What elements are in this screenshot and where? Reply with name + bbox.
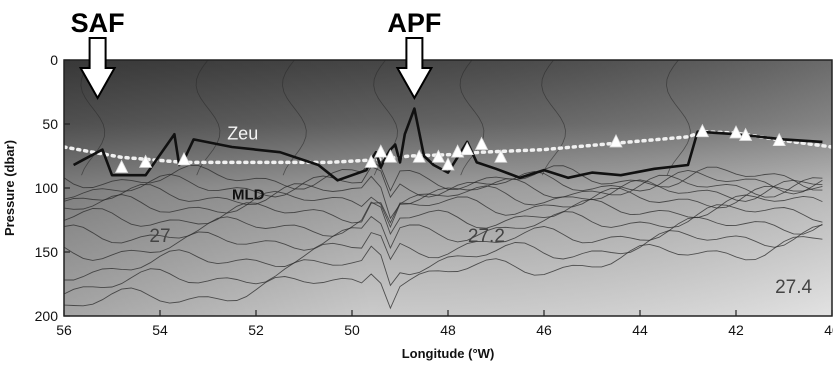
isopycnal-contour <box>64 236 823 310</box>
sample-marker <box>431 149 446 163</box>
x-axis-label: Longitude (°W) <box>402 346 495 361</box>
sample-marker <box>494 149 508 163</box>
sample-marker <box>177 151 191 166</box>
sample-marker <box>383 149 398 163</box>
sample-marker <box>364 154 378 168</box>
x-tick-label: 56 <box>56 322 72 338</box>
x-tick-label: 40 <box>824 322 833 338</box>
front-apf: APF <box>387 8 441 101</box>
sample-markers <box>114 123 786 173</box>
sample-marker <box>374 144 388 158</box>
isopycnal-contour <box>64 174 823 220</box>
sample-marker <box>738 127 753 141</box>
y-axis-label: Pressure (dbar) <box>2 140 17 236</box>
isopycnal-contour <box>64 185 823 227</box>
y-tick-label: 100 <box>35 180 59 196</box>
x-tick-label: 52 <box>248 322 264 338</box>
sample-marker <box>772 132 786 147</box>
contour-labels: 27 27.2 27.4 <box>149 226 812 298</box>
isopycnal-contour <box>541 60 566 176</box>
sample-marker <box>695 123 710 138</box>
y-axis-ticks: 0 50 100 150 200 <box>35 52 70 324</box>
y-tick-label: 0 <box>50 52 58 68</box>
front-markers: SAF APF <box>71 8 441 101</box>
mld-label: MLD <box>232 187 265 204</box>
front-label: SAF <box>71 8 125 38</box>
series-zeu-line <box>64 129 832 165</box>
x-axis-ticks: 56 54 52 50 48 46 44 42 40 <box>56 310 833 338</box>
x-tick-label: 54 <box>152 322 168 338</box>
x-tick-label: 50 <box>344 322 360 338</box>
sample-marker <box>450 144 465 158</box>
isopycnal-contour <box>64 204 823 261</box>
front-arrow <box>78 37 117 101</box>
sample-marker <box>609 134 623 148</box>
y-tick-label: 150 <box>35 244 59 260</box>
x-tick-label: 48 <box>440 322 456 338</box>
sample-marker <box>412 149 426 163</box>
sample-marker <box>460 141 474 155</box>
sample-marker <box>441 157 455 171</box>
front-arrow <box>395 37 434 101</box>
isopycnal-contours <box>64 60 823 310</box>
contour-label: 27.4 <box>775 277 812 298</box>
isopycnal-contour <box>195 60 221 176</box>
contour-label: 27.2 <box>468 226 505 247</box>
front-saf: SAF <box>71 8 125 101</box>
zeu-label: Zeu <box>227 123 258 143</box>
x-tick-label: 42 <box>728 322 744 338</box>
isopycnal-contour <box>80 60 106 176</box>
isopycnal-contour <box>64 224 823 295</box>
x-tick-label: 46 <box>536 322 552 338</box>
y-tick-label: 200 <box>35 308 59 324</box>
x-tick-label: 44 <box>632 322 648 338</box>
front-label: APF <box>387 8 441 38</box>
contour-label: 27 <box>149 226 170 247</box>
isopycnal-contour <box>64 166 823 200</box>
sample-marker <box>729 125 743 139</box>
sample-marker <box>138 154 153 168</box>
y-tick-label: 50 <box>42 116 58 132</box>
sample-marker <box>114 159 129 173</box>
isopycnal-contour <box>64 216 823 281</box>
isopycnal-contour <box>64 179 823 229</box>
isopycnal-contour <box>666 60 691 176</box>
sample-marker <box>474 136 489 150</box>
